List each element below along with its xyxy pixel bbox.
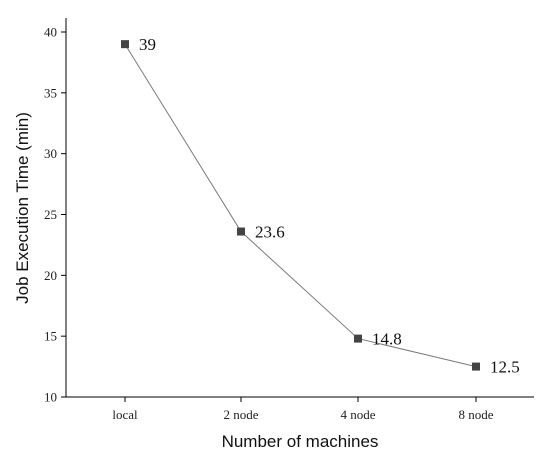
x-ticks: local 2 node 4 node 8 node — [112, 397, 494, 422]
axes — [65, 18, 534, 398]
data-point-marker — [237, 227, 245, 236]
y-tick-label: 35 — [44, 85, 57, 100]
series-line — [124, 43, 477, 368]
y-tick-label: 20 — [44, 268, 57, 283]
data-point-marker — [472, 362, 480, 371]
y-tick-label: 15 — [44, 329, 57, 344]
plot-area: 39 23.6 14.8 12.5 — [121, 35, 520, 377]
x-tick-label: 2 node — [223, 407, 258, 422]
data-point-marker — [354, 334, 362, 343]
y-tick-label: 40 — [44, 25, 57, 40]
data-label: 39 — [139, 35, 156, 54]
x-tick-label: 8 node — [458, 407, 493, 422]
x-axis-title: Number of machines — [222, 432, 379, 451]
data-label: 23.6 — [255, 223, 285, 242]
y-ticks: 10 15 20 25 30 35 40 — [44, 25, 66, 405]
y-tick-label: 10 — [44, 390, 57, 405]
x-tick-label: local — [112, 407, 138, 422]
y-axis-title: Job Execution Time (min) — [13, 112, 32, 304]
y-tick-label: 30 — [44, 146, 57, 161]
x-tick-label: 4 node — [340, 407, 375, 422]
y-tick-label: 25 — [44, 207, 57, 222]
data-label: 12.5 — [490, 358, 520, 377]
data-point-marker — [121, 40, 129, 49]
data-label: 14.8 — [372, 330, 402, 349]
